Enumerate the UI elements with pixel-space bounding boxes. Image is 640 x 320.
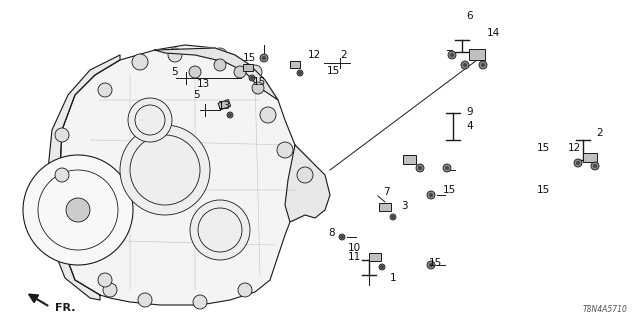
Polygon shape: [379, 203, 391, 211]
Circle shape: [427, 261, 435, 269]
Text: 6: 6: [466, 11, 472, 21]
Text: 12: 12: [568, 143, 581, 153]
Text: 3: 3: [401, 201, 408, 211]
Text: 12: 12: [308, 50, 321, 60]
Circle shape: [297, 167, 313, 183]
Text: 2: 2: [340, 50, 347, 60]
Text: 10: 10: [348, 243, 361, 253]
Circle shape: [55, 128, 69, 142]
Circle shape: [339, 234, 345, 240]
Text: 5: 5: [171, 67, 178, 77]
Circle shape: [593, 164, 597, 168]
Circle shape: [103, 283, 117, 297]
Circle shape: [252, 82, 264, 94]
Circle shape: [227, 112, 233, 118]
Circle shape: [380, 265, 384, 269]
Circle shape: [429, 193, 433, 197]
Circle shape: [168, 48, 182, 62]
Circle shape: [277, 142, 293, 158]
Circle shape: [463, 63, 467, 67]
Circle shape: [448, 51, 456, 59]
Circle shape: [445, 166, 449, 170]
Text: FR.: FR.: [55, 303, 76, 313]
Polygon shape: [469, 49, 485, 60]
Circle shape: [574, 159, 582, 167]
Circle shape: [248, 65, 262, 79]
Polygon shape: [290, 61, 300, 68]
Text: 9: 9: [466, 107, 472, 117]
Polygon shape: [243, 64, 253, 71]
Circle shape: [98, 273, 112, 287]
Circle shape: [98, 83, 112, 97]
Text: 14: 14: [487, 28, 500, 38]
Polygon shape: [218, 100, 231, 110]
Circle shape: [379, 264, 385, 270]
Circle shape: [390, 214, 396, 220]
Text: 15: 15: [327, 66, 340, 76]
Polygon shape: [403, 155, 416, 164]
Text: 15: 15: [537, 185, 550, 195]
Circle shape: [55, 168, 69, 182]
Circle shape: [66, 198, 90, 222]
Circle shape: [138, 293, 152, 307]
Polygon shape: [48, 55, 120, 300]
Circle shape: [591, 162, 599, 170]
Polygon shape: [369, 253, 381, 261]
Circle shape: [443, 164, 451, 172]
Circle shape: [214, 59, 226, 71]
Circle shape: [450, 53, 454, 57]
Circle shape: [427, 191, 435, 199]
Circle shape: [23, 155, 133, 265]
Circle shape: [128, 98, 172, 142]
Circle shape: [120, 125, 210, 215]
Circle shape: [416, 164, 424, 172]
Text: 4: 4: [466, 121, 472, 131]
Text: 15: 15: [253, 77, 266, 87]
Circle shape: [262, 56, 266, 60]
Polygon shape: [58, 45, 325, 305]
Text: 15: 15: [429, 258, 442, 268]
Circle shape: [481, 63, 485, 67]
Circle shape: [189, 66, 201, 78]
Text: 5: 5: [193, 90, 200, 100]
Circle shape: [260, 54, 268, 62]
Text: 13: 13: [218, 101, 231, 111]
Circle shape: [193, 295, 207, 309]
Text: 7: 7: [383, 187, 390, 197]
Circle shape: [340, 235, 344, 239]
Circle shape: [298, 71, 302, 75]
Circle shape: [297, 70, 303, 76]
Circle shape: [260, 107, 276, 123]
Circle shape: [576, 161, 580, 165]
Polygon shape: [583, 153, 597, 162]
Text: 15: 15: [243, 53, 256, 63]
Text: 15: 15: [537, 143, 550, 153]
Circle shape: [228, 113, 232, 117]
Circle shape: [190, 200, 250, 260]
Circle shape: [429, 263, 433, 267]
Text: 15: 15: [443, 185, 456, 195]
Text: 13: 13: [197, 79, 211, 89]
Circle shape: [249, 75, 255, 81]
Circle shape: [234, 66, 246, 78]
Circle shape: [250, 76, 254, 80]
Text: 1: 1: [390, 273, 397, 283]
Circle shape: [132, 54, 148, 70]
Polygon shape: [155, 48, 278, 100]
Circle shape: [418, 166, 422, 170]
Polygon shape: [285, 145, 330, 222]
Circle shape: [238, 283, 252, 297]
Circle shape: [461, 61, 469, 69]
Text: T8N4A5710: T8N4A5710: [583, 305, 628, 314]
Circle shape: [213, 48, 227, 62]
Text: 2: 2: [596, 128, 603, 138]
Text: 11: 11: [348, 252, 361, 262]
Circle shape: [391, 215, 395, 219]
Circle shape: [479, 61, 487, 69]
Text: 8: 8: [328, 228, 335, 238]
